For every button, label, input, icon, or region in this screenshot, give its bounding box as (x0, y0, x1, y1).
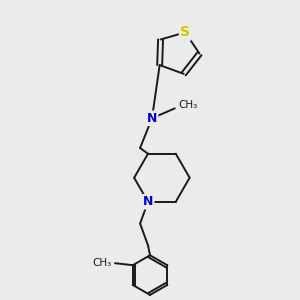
Text: CH₃: CH₃ (93, 258, 112, 268)
Text: N: N (143, 195, 153, 208)
Text: S: S (180, 26, 190, 39)
Text: N: N (147, 112, 157, 125)
Text: CH₃: CH₃ (179, 100, 198, 110)
